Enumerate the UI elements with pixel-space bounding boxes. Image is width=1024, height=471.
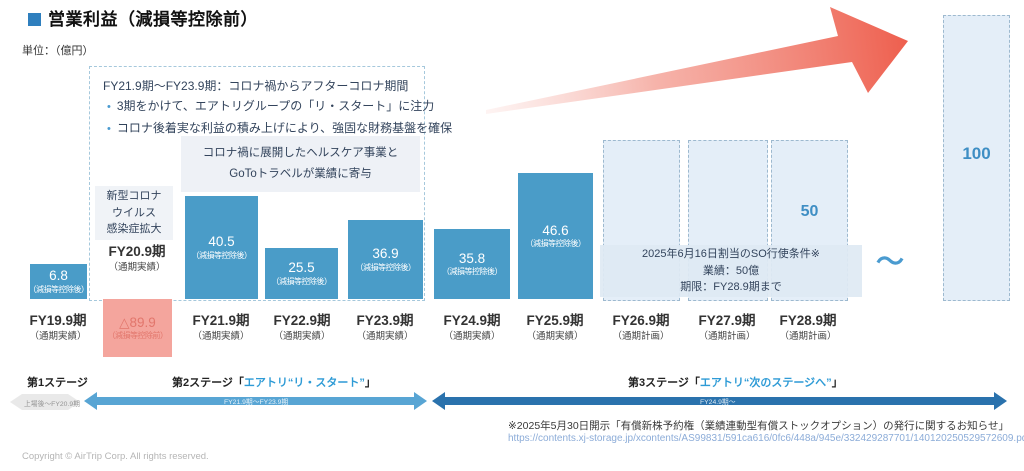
axis-label-fy24-9: FY24.9期 （通期実績） [443, 313, 501, 342]
axis-label-fy28-9: FY28.9期 （通期計画） [779, 313, 837, 342]
healthcare-note-line1: コロナ禍に展開したヘルスケア事業と [202, 147, 399, 159]
stage2-quoted-name: エアトリ“リ・スタート” [243, 377, 365, 389]
unit-label: 単位：（億円） [22, 45, 94, 57]
axis-label-fy25-9: FY25.9期 （通期実績） [526, 313, 584, 342]
bullet-dot-icon: • [107, 101, 111, 113]
so-condition-line1: 2025年6月16日割当のSO行使条件※ [642, 248, 820, 261]
callout-bullet-1: • 3期をかけて、エアトリグループの「リ・スタート」に注力 [107, 97, 434, 114]
callout-heading: FY21.9期〜FY23.9期：コロナ禍からアフターコロナ期間 [103, 79, 409, 93]
stage1-label: 第1ステージ [27, 377, 88, 389]
axis-label-fy20-9: FY20.9期 （通期実績） [108, 244, 166, 273]
stage3-quoted-name: エアトリ“次のステージへ” [699, 377, 832, 389]
healthcare-note-line2: GoToトラベルが業績に寄与 [229, 168, 372, 180]
healthcare-note-box: コロナ禍に展開したヘルスケア事業と GoToトラベルが業績に寄与 [181, 136, 420, 192]
covid-impact-line3: 感染症拡大 [106, 223, 162, 236]
bullet-dot-icon: • [107, 123, 111, 135]
axis-label-fy19-9: FY19.9期 （通期実績） [29, 313, 87, 342]
stage1-range: 上場後〜FY20.9期 [24, 401, 80, 408]
callout-bullet-2: • コロナ後着実な利益の積み上げにより、強固な財務基盤を確保 [107, 119, 452, 136]
callout-bullet-1-text: 3期をかけて、エアトリグループの「リ・スタート」に注力 [116, 99, 435, 113]
axis-label-fy21-9: FY21.9期 （通期実績） [192, 313, 250, 342]
bar-fy21-9: 40.5 （減損等控除後） [185, 196, 258, 299]
axis-label-fy27-9: FY27.9期 （通期計画） [698, 313, 756, 342]
bar-fy23-9: 36.9 （減損等控除後） [348, 220, 423, 299]
covid-impact-line1: 新型コロナ [106, 190, 162, 203]
axis-label-fy23-9: FY23.9期 （通期実績） [356, 313, 414, 342]
title-bullet-square-icon [28, 13, 41, 26]
copyright-text: Copyright © AirTrip Corp. All rights res… [22, 451, 209, 462]
bar-fy22-9: 25.5 （減損等控除後） [265, 248, 338, 299]
bar-fy20-9-negative: △89.9 （減損等控除前） [103, 299, 172, 357]
disclosure-pdf-link[interactable]: https://contents.xj-storage.jp/xcontents… [508, 433, 1024, 444]
axis-break-tilde: ～ [876, 246, 905, 277]
covid-impact-line2: ウイルス [112, 206, 156, 219]
bar-fy19-9: 6.8 （減損等控除後） [29, 264, 89, 299]
so-condition-line3: 期限：FY28.9期まで [680, 281, 782, 294]
bar-fy24-9: 35.8 （減損等控除後） [434, 229, 510, 299]
page-title: 営業利益（減損等控除前） [48, 10, 258, 29]
so-condition-line2: 業績：50億 [702, 264, 760, 277]
bar-fy25-9: 46.6 （減損等控除後） [518, 173, 593, 299]
future-target-value: 100 [962, 144, 991, 163]
stage2-range: FY21.9期〜FY23.9期 [224, 399, 289, 406]
so-disclosure-note: ※2025年5月30日開示「有償新株予約権（業績連動型有償ストックオプション）の… [508, 420, 1009, 432]
stage3-label: 第3ステージ「エアトリ“次のステージへ”」 [628, 377, 843, 389]
bar-fy28-9-value: 50 [800, 203, 819, 220]
covid-impact-box: 新型コロナ ウイルス 感染症拡大 [95, 186, 173, 240]
bar-future-target: 100 [943, 15, 1010, 301]
covid-era-dashed-region [89, 66, 425, 301]
stage3-range: FY24.9期〜 [700, 399, 736, 406]
axis-label-fy22-9: FY22.9期 （通期実績） [273, 313, 331, 342]
axis-label-fy26-9: FY26.9期 （通期計画） [612, 313, 670, 342]
so-condition-box: 2025年6月16日割当のSO行使条件※ 業績：50億 期限：FY28.9期まで [600, 245, 862, 297]
callout-bullet-2-text: コロナ後着実な利益の積み上げにより、強固な財務基盤を確保 [116, 121, 453, 135]
stage2-label: 第2ステージ「エアトリ“リ・スタート”」 [172, 377, 376, 389]
